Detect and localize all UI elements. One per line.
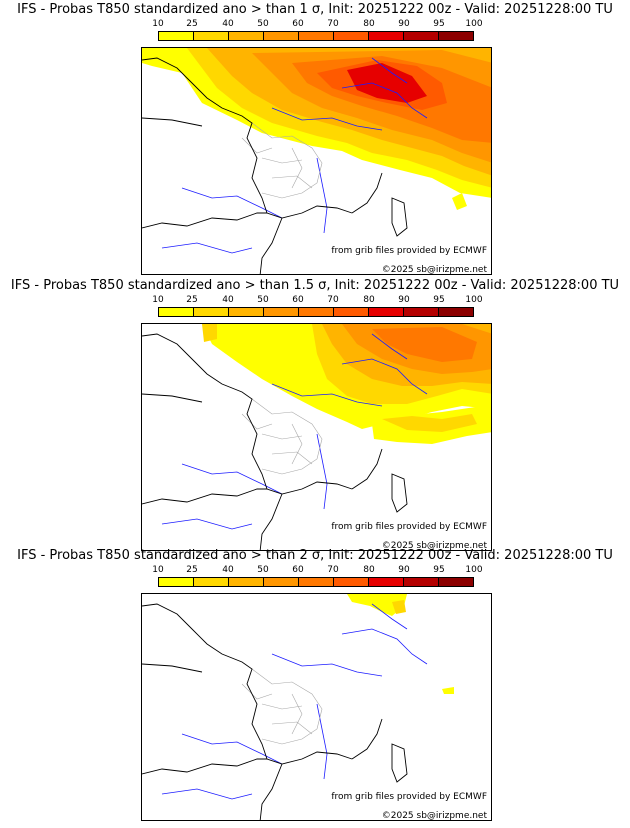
probability-map: from grib files provided by ECMWF ©2025 … xyxy=(141,593,492,821)
colorbar-tick-label: 90 xyxy=(398,19,410,29)
coastlines xyxy=(142,603,408,820)
colorbar-tick-label: 50 xyxy=(257,565,269,575)
colorbar-tick-label: 60 xyxy=(292,295,304,305)
colorbar-swatch xyxy=(439,308,473,316)
colorbar-tick-label: 10 xyxy=(152,19,164,29)
panel-title: IFS - Probas T850 standardized ano > tha… xyxy=(17,2,613,17)
colorbar-tick-label: 80 xyxy=(363,19,375,29)
colorbar-tick-label: 10 xyxy=(152,295,164,305)
copyright: ©2025 sb@irizpme.net xyxy=(381,811,487,821)
colorbar-swatch xyxy=(299,308,334,316)
colorbar-swatch xyxy=(369,308,404,316)
colorbar-tick-label: 70 xyxy=(327,19,339,29)
colorbar-tick-label: 40 xyxy=(222,565,234,575)
colorbar-labels: 10 25 40 50 60 70 80 90 95 100 xyxy=(140,19,492,30)
colorbar xyxy=(158,307,474,317)
colorbar xyxy=(158,31,474,41)
admin-borders xyxy=(241,668,323,745)
colorbar-swatch xyxy=(194,32,229,40)
colorbar-tick-label: 10 xyxy=(152,565,164,575)
colorbar-swatch xyxy=(159,578,194,586)
colorbar-swatch xyxy=(404,32,439,40)
colorbar-swatch xyxy=(264,32,299,40)
colorbar-swatch xyxy=(229,32,264,40)
map-canvas xyxy=(142,324,491,550)
coastlines xyxy=(142,57,408,274)
colorbar-swatch xyxy=(334,32,369,40)
colorbar-tick-label: 80 xyxy=(363,295,375,305)
copyright: ©2025 sb@irizpme.net xyxy=(381,541,487,551)
river-lines xyxy=(161,333,428,530)
colorbar xyxy=(158,577,474,587)
colorbar-swatch xyxy=(334,578,369,586)
river-lines xyxy=(161,57,428,254)
colorbar-swatch xyxy=(159,32,194,40)
map-panel-1: IFS - Probas T850 standardized ano > tha… xyxy=(0,0,630,276)
source-credit: from grib files provided by ECMWF xyxy=(331,246,487,256)
colorbar-tick-label: 90 xyxy=(398,565,410,575)
panel-title: IFS - Probas T850 standardized ano > tha… xyxy=(10,278,620,293)
colorbar-tick-label: 60 xyxy=(292,19,304,29)
colorbar-tick-label: 60 xyxy=(292,565,304,575)
colorbar-tick-label: 95 xyxy=(433,295,445,305)
colorbar-tick-label: 40 xyxy=(222,295,234,305)
colorbar-tick-label: 70 xyxy=(327,295,339,305)
probability-fill xyxy=(142,48,491,210)
colorbar-tick-label: 90 xyxy=(398,295,410,305)
colorbar-labels: 10 25 40 50 60 70 80 90 95 100 xyxy=(140,295,492,306)
colorbar-tick-label: 25 xyxy=(186,19,198,29)
colorbar-swatch xyxy=(159,308,194,316)
admin-borders xyxy=(241,122,323,199)
colorbar-tick-label: 100 xyxy=(465,295,483,305)
colorbar-swatch xyxy=(439,578,473,586)
colorbar-swatch xyxy=(229,578,264,586)
colorbar-swatch xyxy=(299,32,334,40)
probability-map: from grib files provided by ECMWF ©2025 … xyxy=(141,47,492,275)
admin-borders xyxy=(241,398,323,475)
map-canvas xyxy=(142,48,491,274)
colorbar-swatch xyxy=(194,578,229,586)
probability-fill xyxy=(202,324,491,444)
colorbar-tick-label: 25 xyxy=(186,565,198,575)
colorbar-swatch xyxy=(369,578,404,586)
colorbar-swatch xyxy=(264,308,299,316)
map-panel-3: IFS - Probas T850 standardized ano > tha… xyxy=(0,546,630,822)
colorbar-labels: 10 25 40 50 60 70 80 90 95 100 xyxy=(140,565,492,576)
colorbar-swatch xyxy=(439,32,473,40)
colorbar-swatch xyxy=(404,578,439,586)
probability-map: from grib files provided by ECMWF ©2025 … xyxy=(141,323,492,551)
colorbar-tick-label: 95 xyxy=(433,19,445,29)
copyright: ©2025 sb@irizpme.net xyxy=(381,265,487,275)
coastlines xyxy=(142,333,408,550)
colorbar-tick-label: 50 xyxy=(257,19,269,29)
colorbar-swatch xyxy=(404,308,439,316)
source-credit: from grib files provided by ECMWF xyxy=(331,522,487,532)
colorbar-swatch xyxy=(369,32,404,40)
colorbar-tick-label: 50 xyxy=(257,295,269,305)
colorbar-swatch xyxy=(264,578,299,586)
colorbar-tick-label: 40 xyxy=(222,19,234,29)
probability-fill xyxy=(347,594,454,694)
colorbar-swatch xyxy=(334,308,369,316)
colorbar-tick-label: 25 xyxy=(186,295,198,305)
colorbar-tick-label: 70 xyxy=(327,565,339,575)
map-panel-2: IFS - Probas T850 standardized ano > tha… xyxy=(0,276,630,552)
colorbar-swatch xyxy=(229,308,264,316)
panel-title: IFS - Probas T850 standardized ano > tha… xyxy=(17,548,613,563)
colorbar-tick-label: 95 xyxy=(433,565,445,575)
river-lines xyxy=(161,603,428,800)
colorbar-tick-label: 100 xyxy=(465,565,483,575)
colorbar-tick-label: 100 xyxy=(465,19,483,29)
source-credit: from grib files provided by ECMWF xyxy=(331,792,487,802)
colorbar-tick-label: 80 xyxy=(363,565,375,575)
map-canvas xyxy=(142,594,454,820)
colorbar-swatch xyxy=(299,578,334,586)
colorbar-swatch xyxy=(194,308,229,316)
